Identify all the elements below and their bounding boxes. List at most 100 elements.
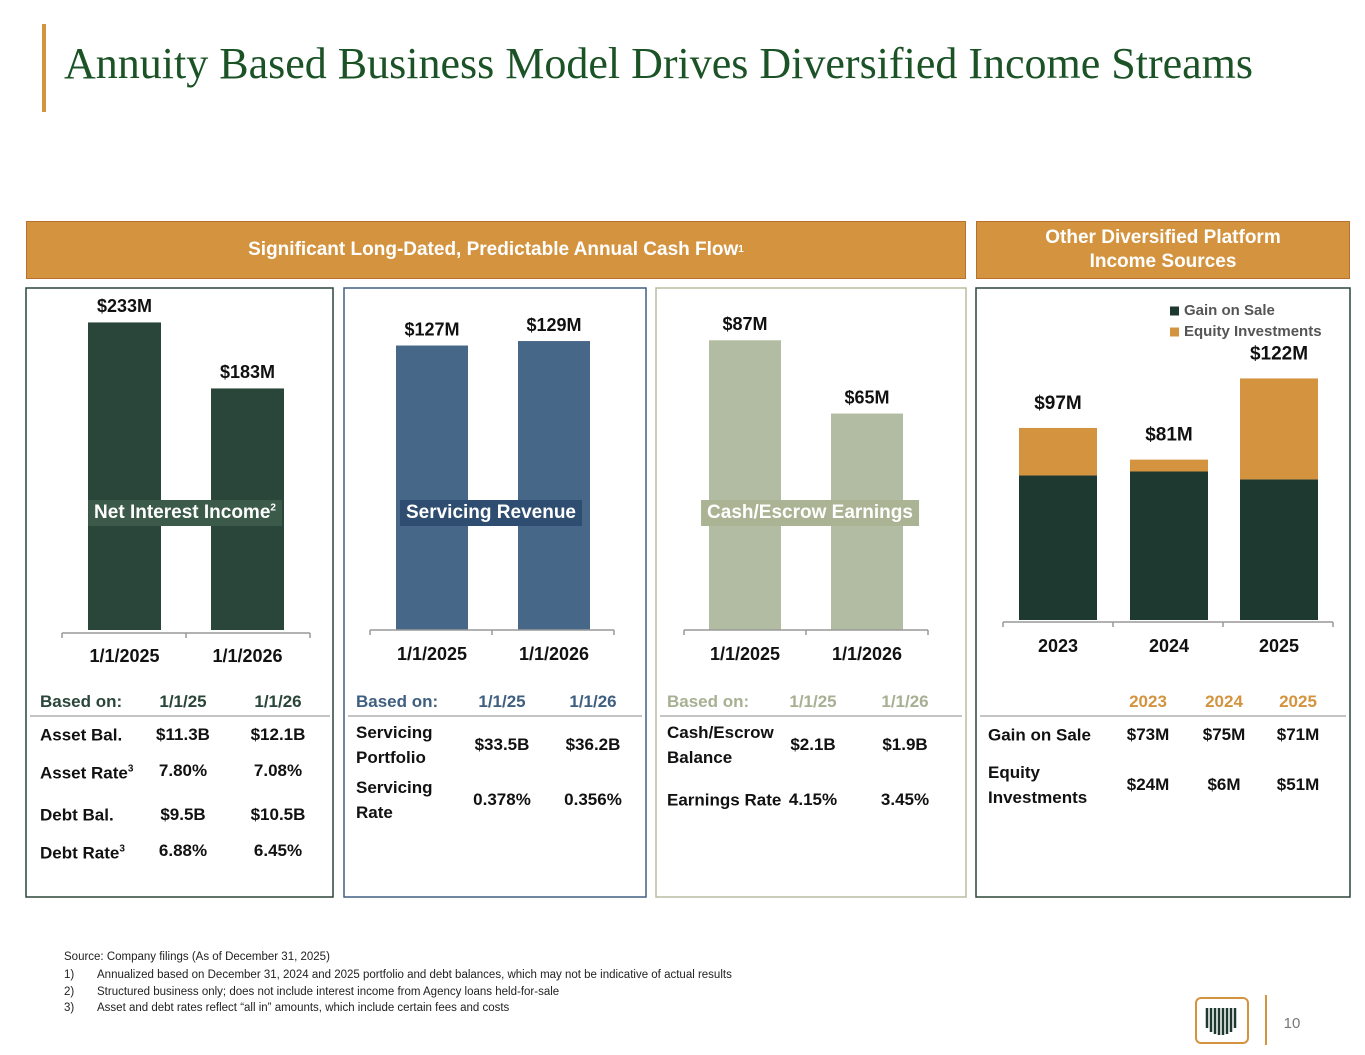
bar-segment: [1240, 479, 1318, 620]
slide-title: Annuity Based Business Model Drives Dive…: [64, 39, 1254, 88]
table-cell: $75M: [1202, 725, 1246, 744]
chart-label-text: Net Interest Income: [94, 502, 271, 523]
title-accent: [42, 24, 46, 112]
table-header: 1/1/25: [159, 692, 207, 711]
bar-segment: [1130, 459, 1208, 472]
footnote-ref: 3: [127, 763, 134, 775]
table-cell: $1.9B: [882, 735, 928, 754]
row-label-text: Servicing Rate: [356, 778, 433, 822]
table-header: Based on:: [667, 692, 750, 711]
source-note: Source: Company filings (As of December …: [64, 951, 330, 963]
table-cell: 0.378%: [473, 790, 531, 809]
bar: [88, 322, 161, 630]
legend-label: Equity Investments: [1184, 323, 1322, 340]
table-cell: $36.2B: [565, 735, 621, 754]
banner: Significant Long-Dated, Predictable Annu…: [26, 221, 966, 279]
banner-text: Significant Long-Dated, Predictable Annu…: [248, 239, 739, 260]
legend-label: Gain on Sale: [1184, 302, 1275, 319]
table-header: 1/1/25: [789, 692, 837, 711]
row-label-text: Cash/Escrow Balance: [667, 723, 774, 767]
footnote-ref: 1: [738, 244, 744, 255]
chart-label: Servicing Revenue: [399, 500, 583, 526]
value-label: $233M: [97, 296, 152, 316]
row-label-text: Asset Bal.: [40, 725, 123, 745]
value-label: $183M: [220, 362, 275, 382]
row-label: Servicing Portfolio: [356, 720, 451, 770]
row-label-text: Debt Bal.: [40, 805, 114, 825]
table-cell: $9.5B: [160, 805, 206, 824]
row-label: Debt Bal.: [40, 803, 150, 828]
panel: [25, 287, 334, 898]
table-cell: 6.88%: [158, 841, 208, 860]
table-cell: $24M: [1126, 775, 1170, 794]
x-tick-label: 1/1/2025: [397, 644, 467, 664]
banner: Other Diversified Platform Income Source…: [976, 221, 1350, 279]
table-cell: $6M: [1207, 775, 1241, 794]
row-label-text: Servicing Portfolio: [356, 723, 433, 767]
table-header: Based on:: [40, 692, 123, 711]
table-cell: $51M: [1276, 775, 1320, 794]
table-header: Based on:: [356, 692, 439, 711]
table-cell: $11.3B: [156, 725, 210, 744]
x-tick-label: 1/1/2026: [519, 644, 589, 664]
footnote-number: 3): [64, 1002, 75, 1014]
chart-label-text: Cash/Escrow Earnings: [707, 502, 913, 523]
row-label: Gain on Sale: [988, 723, 1108, 748]
bar: [709, 340, 781, 630]
table-cell: $10.5B: [250, 805, 306, 824]
total-label: $97M: [1034, 393, 1082, 414]
x-tick-label: 1/1/2025: [710, 644, 780, 664]
bar-segment: [1019, 475, 1097, 620]
table-cell: 7.80%: [158, 761, 208, 780]
table-cell: $71M: [1276, 725, 1320, 744]
table-cell: 4.15%: [788, 790, 838, 809]
table-cell: $12.1B: [250, 725, 306, 744]
legend-swatch: [1170, 327, 1179, 337]
row-label-text: Earnings Rate: [667, 790, 782, 810]
chart-label: Cash/Escrow Earnings: [701, 500, 919, 526]
x-tick-label: 2024: [1149, 636, 1189, 656]
panel: [343, 287, 647, 898]
table-cell: $33.5B: [474, 735, 530, 754]
value-label: $129M: [526, 315, 581, 335]
footnote-ref: 3: [119, 843, 125, 855]
bar: [396, 345, 468, 630]
row-label-text: Gain on Sale: [988, 725, 1091, 745]
bar-segment: [1240, 378, 1318, 480]
legend-swatch: [1170, 306, 1179, 316]
table-cell: 7.08%: [253, 761, 303, 780]
value-label: $127M: [404, 319, 459, 339]
x-tick-label: 1/1/2025: [89, 646, 159, 666]
table-header: 1/1/26: [569, 692, 617, 711]
row-label: Cash/Escrow Balance: [667, 720, 782, 770]
row-label: Asset Bal.: [40, 723, 150, 748]
row-label: Earnings Rate: [667, 788, 782, 813]
x-tick-label: 2025: [1259, 636, 1299, 656]
total-label: $81M: [1145, 425, 1193, 446]
row-label: Asset Rate3: [40, 757, 150, 786]
panel: [975, 287, 1351, 898]
table-cell: $73M: [1126, 725, 1170, 744]
page-number: 10: [1284, 1015, 1301, 1032]
row-label: Debt Rate3: [40, 837, 150, 866]
x-tick-label: 2023: [1038, 636, 1078, 656]
bar-segment: [1130, 471, 1208, 620]
bar-segment: [1019, 427, 1097, 476]
table-cell: $2.1B: [790, 735, 836, 754]
total-label: $122M: [1250, 343, 1308, 364]
table-header: 2024: [1205, 692, 1243, 711]
chart-label-text: Servicing Revenue: [405, 502, 577, 523]
row-label: Equity Investments: [988, 760, 1108, 810]
table-header: 1/1/26: [881, 692, 929, 711]
x-tick-label: 1/1/2026: [832, 644, 902, 664]
table-header: 2023: [1129, 692, 1167, 711]
row-label-text: Debt Rate: [40, 843, 120, 863]
footnote-number: 1): [64, 969, 75, 981]
logo-mark: [1205, 1008, 1237, 1035]
banner-text: Other Diversified Platform Income Source…: [1045, 227, 1281, 272]
value-label: $87M: [722, 314, 767, 334]
table-header: 1/1/26: [254, 692, 302, 711]
row-label: Servicing Rate: [356, 775, 451, 825]
footnote-ref: 2: [270, 502, 276, 514]
